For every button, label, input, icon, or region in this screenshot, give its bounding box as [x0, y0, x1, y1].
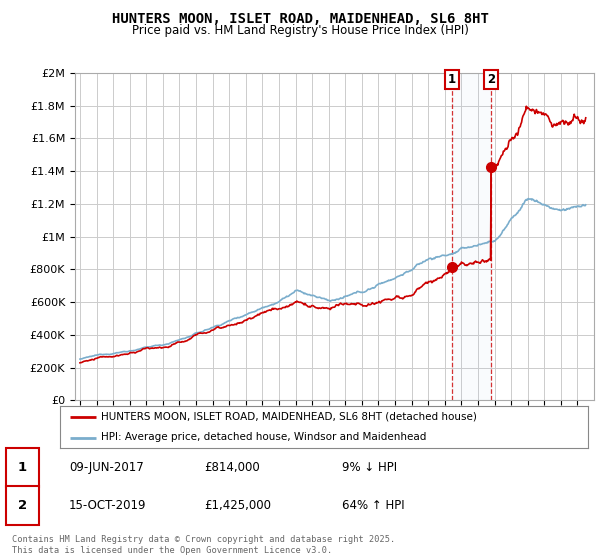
Text: 2: 2	[487, 73, 495, 86]
Text: 2: 2	[17, 498, 27, 512]
Bar	[452, 73, 491, 400]
Text: HPI: Average price, detached house, Windsor and Maidenhead: HPI: Average price, detached house, Wind…	[101, 432, 427, 442]
Text: HUNTERS MOON, ISLET ROAD, MAIDENHEAD, SL6 8HT: HUNTERS MOON, ISLET ROAD, MAIDENHEAD, SL…	[112, 12, 488, 26]
Text: 64% ↑ HPI: 64% ↑ HPI	[342, 498, 404, 512]
Text: 15-OCT-2019: 15-OCT-2019	[69, 498, 146, 512]
Text: HUNTERS MOON, ISLET ROAD, MAIDENHEAD, SL6 8HT (detached house): HUNTERS MOON, ISLET ROAD, MAIDENHEAD, SL…	[101, 412, 477, 422]
Text: £1,425,000: £1,425,000	[204, 498, 271, 512]
Text: Contains HM Land Registry data © Crown copyright and database right 2025.
This d: Contains HM Land Registry data © Crown c…	[12, 535, 395, 555]
Text: Price paid vs. HM Land Registry's House Price Index (HPI): Price paid vs. HM Land Registry's House …	[131, 24, 469, 36]
Text: 1: 1	[17, 461, 27, 474]
Text: 9% ↓ HPI: 9% ↓ HPI	[342, 461, 397, 474]
Text: 09-JUN-2017: 09-JUN-2017	[69, 461, 144, 474]
Text: 1: 1	[448, 73, 456, 86]
Text: £814,000: £814,000	[204, 461, 260, 474]
